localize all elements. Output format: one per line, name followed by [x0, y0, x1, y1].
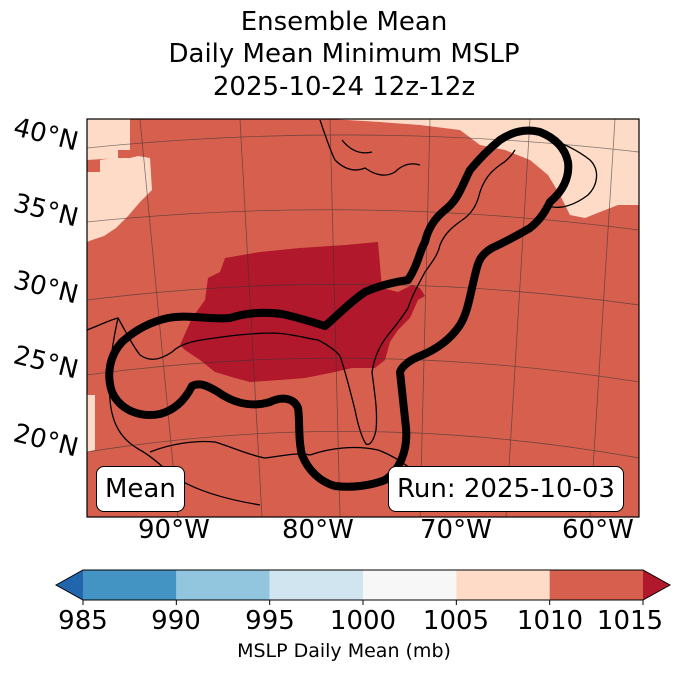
- lon-label-70w: 70°W: [420, 515, 492, 545]
- colorbar-tick-985: 985: [58, 606, 108, 636]
- colorbar-tick-1015: 1015: [596, 606, 664, 636]
- colorbar-tick-995: 995: [245, 606, 295, 636]
- ensemble-contour-outline: [105, 126, 573, 491]
- map-frame: [86, 118, 640, 518]
- colorbar-over-arrow: [643, 570, 670, 600]
- lon-label-80w: 80°W: [282, 515, 354, 545]
- colorbar-tick-1005: 1005: [422, 606, 490, 636]
- colorbar: [54, 569, 672, 605]
- colorbar-under-arrow: [56, 570, 83, 600]
- mslp-field-over-1015: [180, 242, 425, 382]
- graticule: [87, 119, 639, 517]
- lon-label-60w: 60°W: [562, 515, 634, 545]
- gulf-coast: [87, 149, 516, 446]
- title-line-2: Daily Mean Minimum MSLP: [168, 39, 520, 69]
- colorbar-bin-995-1000: [269, 570, 363, 600]
- yucatan-coast: [149, 440, 311, 459]
- colorbar-bin-1000-1005: [363, 570, 457, 600]
- run-date-box: Run: 2025-10-03: [388, 466, 624, 512]
- mslp-field-1005-1010-southwest: [87, 395, 95, 452]
- map-area: [87, 119, 639, 517]
- colorbar-tick-1000: 1000: [329, 606, 397, 636]
- colorbar-bin-985-990: [83, 570, 177, 600]
- colorbar-tick-990: 990: [151, 606, 201, 636]
- colorbar-tick-1010: 1010: [516, 606, 584, 636]
- title-line-3: 2025-10-24 12z-12z: [212, 72, 476, 102]
- colorbar-bin-1010-1015: [549, 570, 643, 600]
- colorbar-bin-990-995: [176, 570, 270, 600]
- mean-label-box: Mean: [96, 466, 185, 512]
- title-line-1: Ensemble Mean: [240, 7, 448, 37]
- colorbar-label: MSLP Daily Mean (mb): [237, 640, 451, 662]
- lon-label-90w: 90°W: [138, 515, 210, 545]
- mslp-field-1005-1010-northwest: [87, 119, 130, 160]
- colorbar-bin-1005-1010: [456, 570, 550, 600]
